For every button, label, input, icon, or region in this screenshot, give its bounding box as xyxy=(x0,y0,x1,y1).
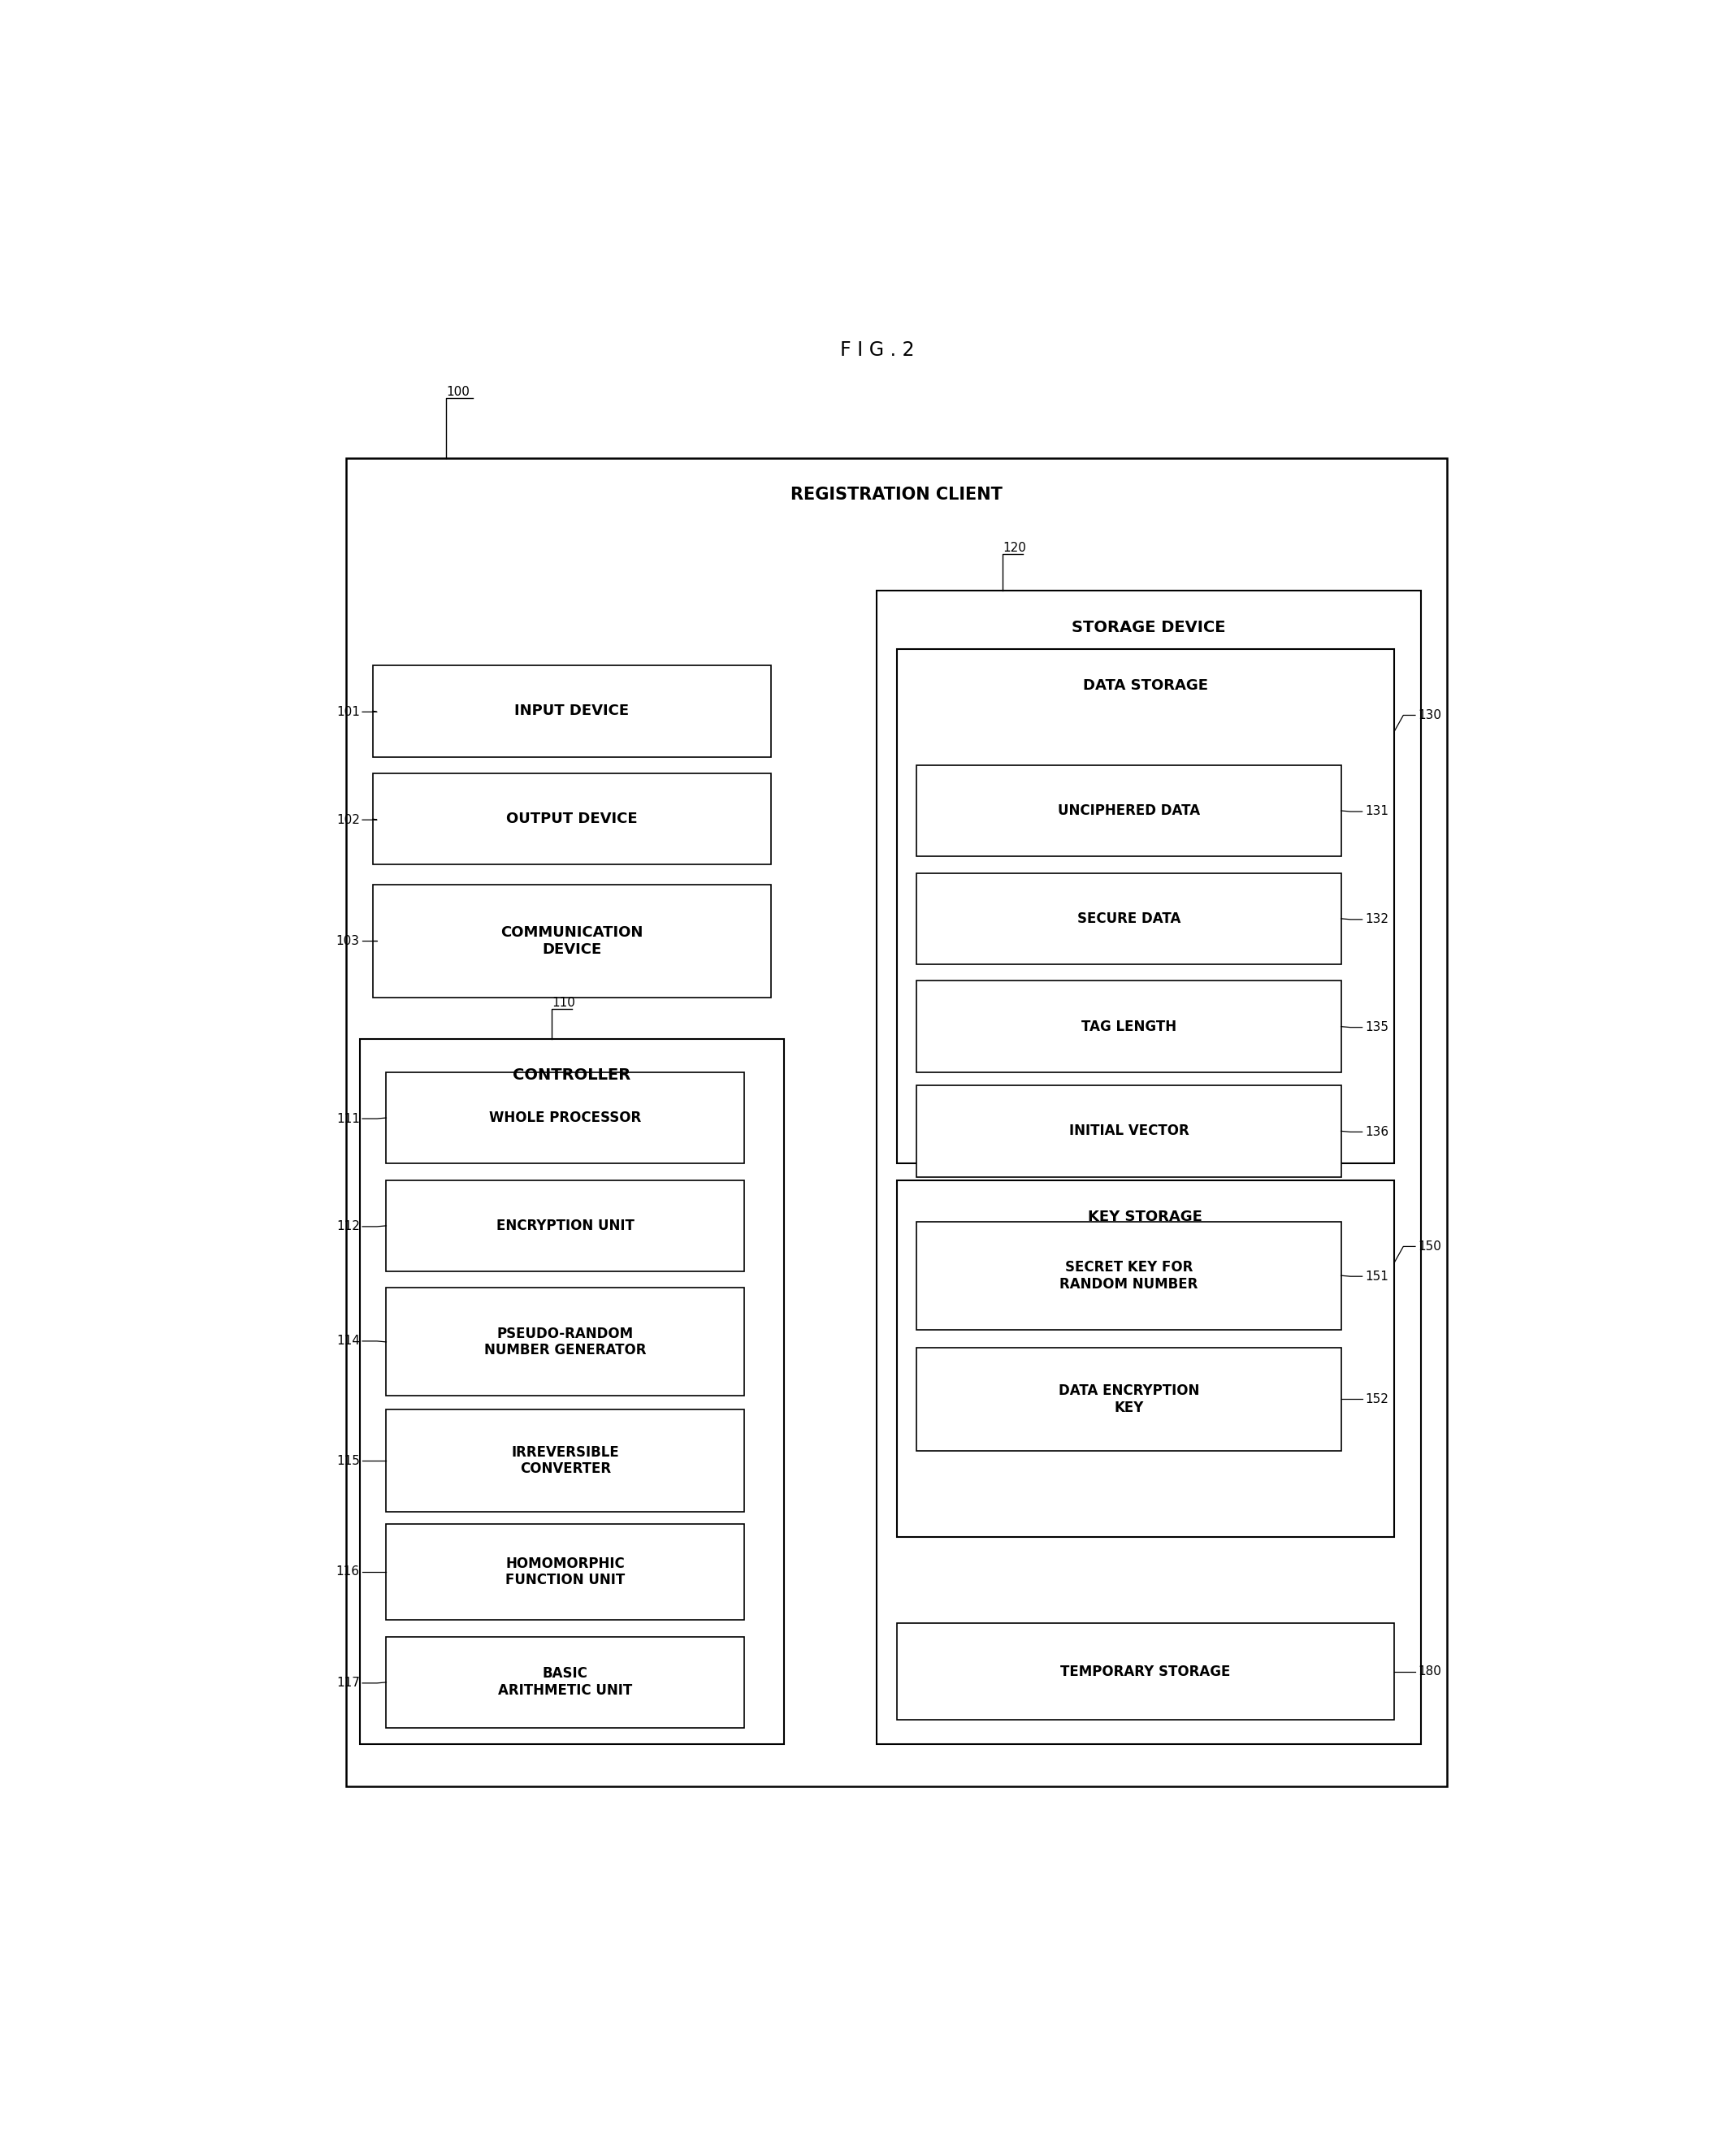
Bar xyxy=(387,1410,744,1511)
Bar xyxy=(897,649,1394,1164)
Text: 152: 152 xyxy=(1365,1393,1388,1406)
Text: 116: 116 xyxy=(335,1565,359,1578)
Text: 132: 132 xyxy=(1365,914,1388,925)
Text: DATA STORAGE: DATA STORAGE xyxy=(1083,677,1208,692)
Bar xyxy=(917,873,1341,964)
Bar xyxy=(373,666,770,757)
Text: INITIAL VECTOR: INITIAL VECTOR xyxy=(1069,1123,1189,1138)
Bar xyxy=(373,884,770,998)
Text: 120: 120 xyxy=(1003,541,1027,554)
Text: 150: 150 xyxy=(1418,1240,1441,1253)
Text: BASIC
ARITHMETIC UNIT: BASIC ARITHMETIC UNIT xyxy=(498,1667,633,1699)
Bar xyxy=(346,457,1448,1785)
Text: WHOLE PROCESSOR: WHOLE PROCESSOR xyxy=(489,1110,642,1125)
Bar xyxy=(373,774,770,865)
Bar xyxy=(387,1524,744,1619)
Text: 110: 110 xyxy=(553,996,575,1009)
Text: 101: 101 xyxy=(337,705,359,718)
Bar xyxy=(917,1348,1341,1451)
Text: 136: 136 xyxy=(1365,1125,1389,1138)
Text: CONTROLLER: CONTROLLER xyxy=(513,1067,631,1082)
Bar xyxy=(917,1084,1341,1177)
Text: 131: 131 xyxy=(1365,806,1388,817)
Bar xyxy=(917,765,1341,856)
Text: 114: 114 xyxy=(337,1335,359,1348)
Text: 135: 135 xyxy=(1365,1022,1388,1033)
Text: TEMPORARY STORAGE: TEMPORARY STORAGE xyxy=(1061,1664,1230,1680)
Text: SECRET KEY FOR
RANDOM NUMBER: SECRET KEY FOR RANDOM NUMBER xyxy=(1059,1259,1198,1291)
Text: 117: 117 xyxy=(337,1677,359,1688)
Text: 103: 103 xyxy=(335,936,359,946)
Text: KEY STORAGE: KEY STORAGE xyxy=(1088,1210,1203,1225)
Text: OUTPUT DEVICE: OUTPUT DEVICE xyxy=(506,811,638,826)
Bar xyxy=(897,1179,1394,1537)
Bar xyxy=(897,1623,1394,1720)
Text: REGISTRATION CLIENT: REGISTRATION CLIENT xyxy=(790,487,1003,502)
Text: ENCRYPTION UNIT: ENCRYPTION UNIT xyxy=(496,1218,635,1233)
Text: 112: 112 xyxy=(337,1220,359,1233)
Text: COMMUNICATION
DEVICE: COMMUNICATION DEVICE xyxy=(501,925,643,957)
Text: TAG LENGTH: TAG LENGTH xyxy=(1081,1020,1177,1035)
Text: 151: 151 xyxy=(1365,1270,1388,1283)
Text: STORAGE DEVICE: STORAGE DEVICE xyxy=(1071,619,1225,636)
Text: INPUT DEVICE: INPUT DEVICE xyxy=(515,703,630,718)
Text: 100: 100 xyxy=(447,386,469,399)
Text: 115: 115 xyxy=(337,1455,359,1466)
Bar xyxy=(359,1039,784,1744)
Bar xyxy=(387,1287,744,1395)
Text: SECURE DATA: SECURE DATA xyxy=(1078,912,1181,925)
Text: IRREVERSIBLE
CONVERTER: IRREVERSIBLE CONVERTER xyxy=(512,1445,619,1477)
Bar xyxy=(917,1222,1341,1330)
Text: 130: 130 xyxy=(1418,709,1441,722)
Bar xyxy=(387,1072,744,1164)
Text: UNCIPHERED DATA: UNCIPHERED DATA xyxy=(1057,804,1199,817)
Text: PSEUDO-RANDOM
NUMBER GENERATOR: PSEUDO-RANDOM NUMBER GENERATOR xyxy=(484,1326,647,1358)
Bar xyxy=(917,981,1341,1072)
Text: HOMOMORPHIC
FUNCTION UNIT: HOMOMORPHIC FUNCTION UNIT xyxy=(505,1557,625,1587)
Text: DATA ENCRYPTION
KEY: DATA ENCRYPTION KEY xyxy=(1059,1384,1199,1414)
Bar xyxy=(387,1179,744,1272)
Text: 102: 102 xyxy=(337,813,359,826)
Text: F I G . 2: F I G . 2 xyxy=(840,341,914,360)
Text: 111: 111 xyxy=(337,1112,359,1125)
Text: 180: 180 xyxy=(1418,1664,1441,1677)
Bar xyxy=(387,1636,744,1727)
Bar xyxy=(878,591,1420,1744)
